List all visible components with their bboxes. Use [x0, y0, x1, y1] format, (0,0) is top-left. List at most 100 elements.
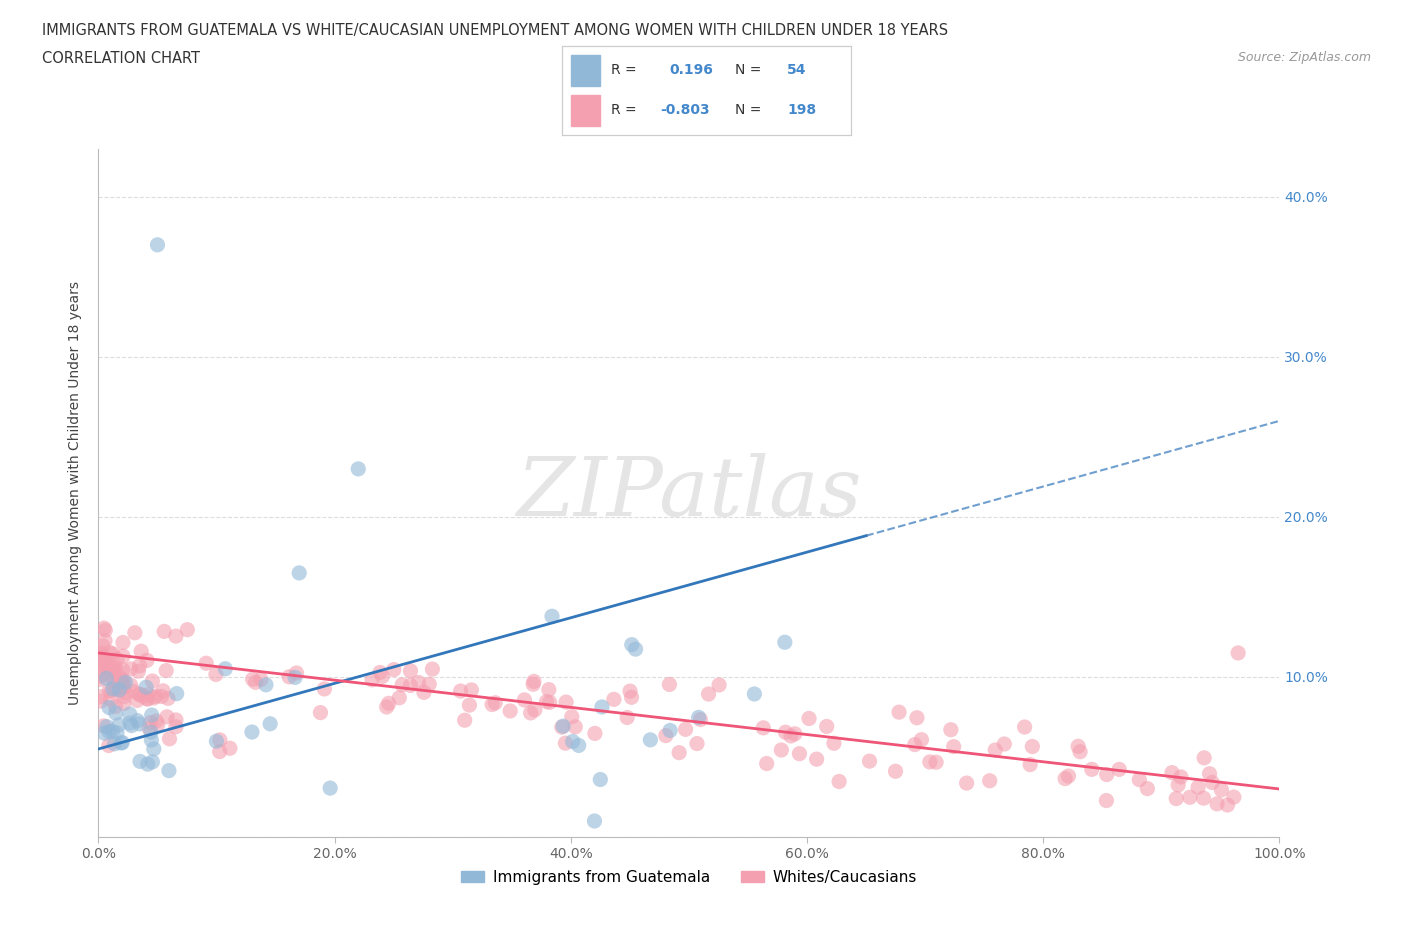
Point	[240, 724, 263, 739]
Point	[1054, 771, 1077, 786]
Point	[823, 736, 845, 751]
Point	[1095, 793, 1118, 808]
Point	[408, 675, 430, 690]
Point	[101, 724, 124, 738]
Point	[132, 689, 155, 704]
Point	[98, 700, 121, 715]
Point	[755, 756, 778, 771]
Point	[828, 774, 851, 789]
Text: CORRELATION CHART: CORRELATION CHART	[42, 51, 200, 66]
Text: IMMIGRANTS FROM GUATEMALA VS WHITE/CAUCASIAN UNEMPLOYMENT AMONG WOMEN WITH CHILD: IMMIGRANTS FROM GUATEMALA VS WHITE/CAUCA…	[42, 23, 948, 38]
Point	[285, 666, 308, 681]
Point	[97, 738, 120, 753]
Point	[668, 745, 690, 760]
Point	[418, 677, 440, 692]
Point	[136, 692, 159, 707]
Point	[155, 663, 177, 678]
Point	[165, 719, 187, 734]
Point	[110, 736, 132, 751]
Point	[208, 733, 231, 748]
Point	[111, 735, 134, 750]
Point	[1167, 777, 1189, 792]
Point	[616, 710, 638, 724]
Point	[942, 739, 965, 754]
Point	[399, 663, 422, 678]
Point	[640, 733, 662, 748]
Point	[242, 671, 264, 686]
Point	[150, 689, 173, 704]
Bar	[571, 95, 600, 126]
Point	[90, 645, 112, 660]
Point	[752, 721, 775, 736]
Point	[112, 696, 135, 711]
Point	[450, 684, 472, 698]
Point	[105, 725, 128, 740]
Point	[156, 710, 179, 724]
Point	[659, 723, 682, 737]
Point	[382, 662, 405, 677]
Point	[93, 620, 115, 635]
Point	[111, 635, 134, 650]
Point	[105, 674, 128, 689]
Point	[624, 642, 647, 657]
Point	[619, 684, 641, 698]
Point	[993, 737, 1015, 751]
Point	[165, 712, 187, 727]
Point	[90, 689, 112, 704]
Point	[108, 717, 131, 732]
Point	[388, 690, 411, 705]
Point	[1187, 780, 1209, 795]
Point	[208, 744, 231, 759]
Point	[523, 674, 546, 689]
Point	[522, 677, 544, 692]
Point	[105, 660, 128, 675]
Point	[1069, 744, 1091, 759]
Point	[98, 645, 121, 660]
Point	[128, 658, 150, 673]
Point	[519, 706, 541, 721]
Text: N =: N =	[735, 63, 762, 77]
Point	[555, 695, 578, 710]
Text: 0.196: 0.196	[669, 63, 713, 77]
Point	[1206, 796, 1229, 811]
Point	[775, 724, 797, 739]
Point	[371, 669, 394, 684]
Point	[91, 638, 114, 653]
Point	[1192, 751, 1215, 765]
Point	[127, 713, 149, 728]
Point	[97, 662, 120, 677]
Point	[707, 677, 730, 692]
Point	[128, 686, 150, 701]
Point	[91, 667, 114, 682]
Point	[561, 734, 583, 749]
Point	[90, 649, 112, 664]
Point	[176, 622, 198, 637]
Point	[90, 694, 112, 709]
Point	[481, 698, 503, 712]
Point	[100, 660, 122, 675]
Point	[675, 722, 697, 737]
Point	[797, 711, 820, 726]
Point	[1108, 762, 1130, 777]
Point	[780, 728, 803, 743]
Point	[122, 684, 145, 698]
Point	[166, 686, 188, 701]
Point	[460, 683, 482, 698]
Point	[553, 719, 575, 734]
Point	[259, 716, 281, 731]
Point	[101, 682, 124, 697]
Point	[121, 718, 143, 733]
Point	[146, 237, 169, 252]
Point	[136, 687, 159, 702]
Point	[96, 671, 118, 685]
Point	[499, 703, 522, 718]
Point	[94, 633, 117, 648]
Point	[536, 694, 558, 709]
Point	[454, 712, 477, 727]
Point	[159, 731, 181, 746]
Point	[884, 764, 907, 778]
Point	[658, 677, 681, 692]
Point	[93, 658, 115, 672]
Point	[103, 670, 125, 684]
Point	[1192, 790, 1215, 805]
